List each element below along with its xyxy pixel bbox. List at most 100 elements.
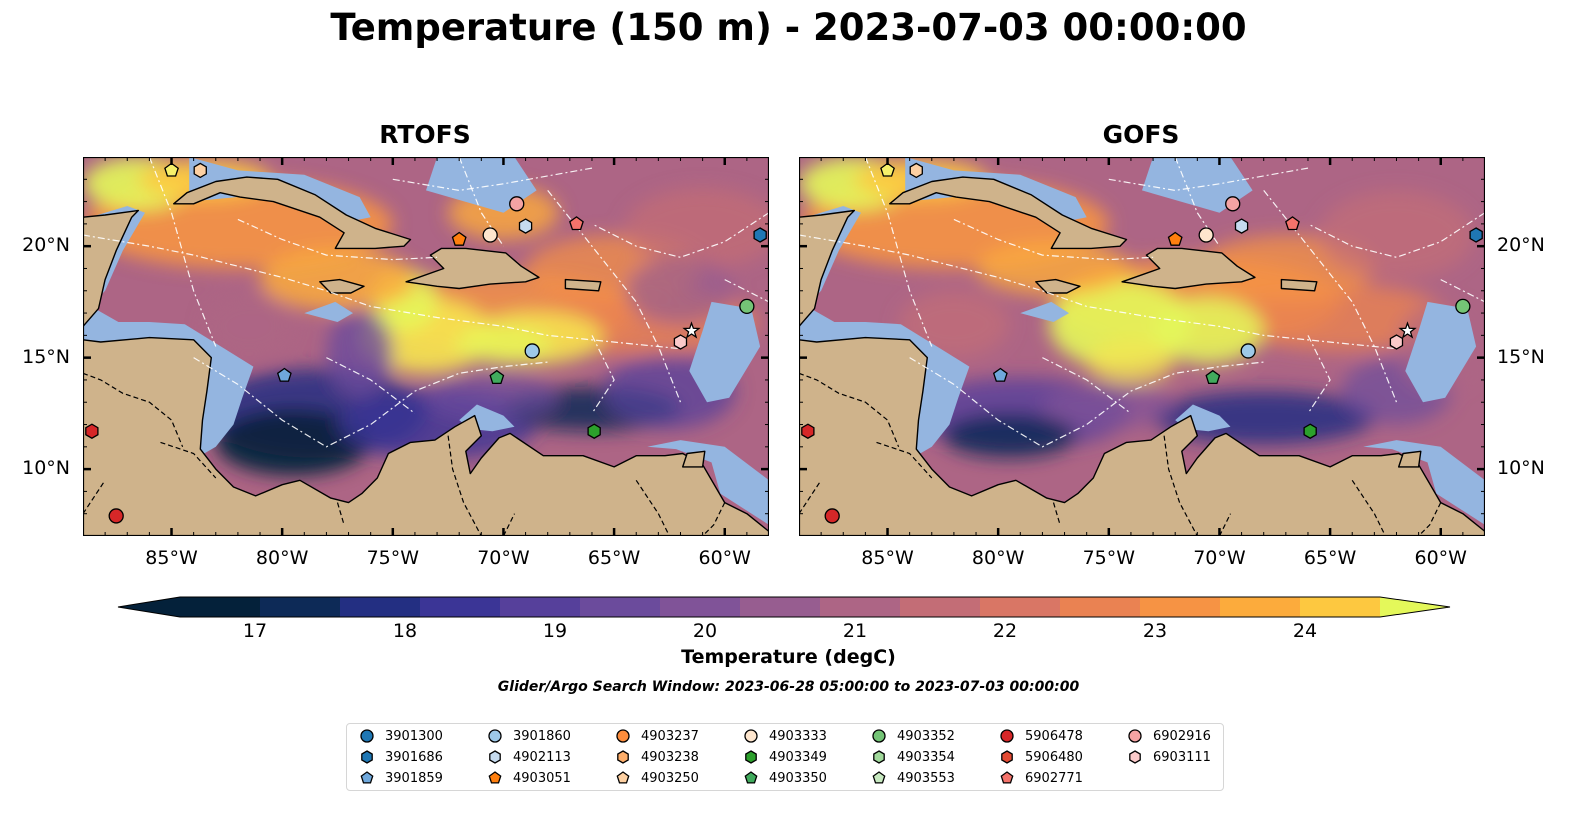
pentagon-marker-icon bbox=[744, 771, 758, 784]
rtofs-float-marker bbox=[587, 423, 601, 439]
gofs-lat-tick-label: 10°N bbox=[1497, 457, 1545, 480]
gofs-float-marker bbox=[824, 508, 840, 524]
gofs-lat-tick-label: 20°N bbox=[1497, 234, 1545, 257]
pentagon-marker-icon bbox=[360, 771, 374, 784]
legend-label: 6903111 bbox=[1153, 749, 1211, 765]
legend-entry: 4903250 bbox=[615, 768, 699, 788]
gofs-float-marker bbox=[1240, 343, 1256, 359]
gofs-country-border bbox=[1351, 479, 1386, 536]
colorbar-bin bbox=[1300, 597, 1381, 617]
hexagon-marker-icon bbox=[1129, 750, 1141, 764]
colorbar-bin bbox=[740, 597, 821, 617]
colorbar-bin bbox=[580, 597, 661, 617]
gofs-land bbox=[1280, 278, 1318, 292]
gofs-shelf bbox=[1142, 157, 1253, 213]
gofs-shelf bbox=[1020, 301, 1069, 322]
rtofs-eez-boundary bbox=[591, 212, 769, 258]
rtofs-float-marker bbox=[518, 218, 533, 234]
colorbar-tick-label: 20 bbox=[692, 620, 718, 642]
rtofs-float-marker bbox=[673, 334, 688, 350]
colorbar-bin bbox=[1220, 597, 1301, 617]
colorbar-bin bbox=[180, 597, 261, 617]
legend-entry: 3901300 bbox=[359, 726, 443, 746]
gofs-lat-tick-label: 15°N bbox=[1497, 345, 1545, 368]
rtofs-float-marker bbox=[753, 227, 767, 243]
legend-entry: 4903333 bbox=[743, 726, 827, 746]
legend-label: 4903237 bbox=[641, 728, 699, 744]
rtofs-temperature-anomaly bbox=[204, 292, 294, 360]
rtofs-eez-boundary bbox=[193, 357, 548, 448]
circle-marker-icon bbox=[1128, 729, 1142, 743]
rtofs-land bbox=[564, 278, 602, 292]
legend-marker bbox=[1129, 750, 1141, 764]
gofs-float-marker bbox=[1455, 298, 1471, 315]
rtofs-float-marker bbox=[108, 508, 124, 524]
circle-marker-icon bbox=[872, 729, 886, 743]
gofs-frame-ticks bbox=[799, 157, 1485, 536]
legend-entry: 4902113 bbox=[487, 747, 571, 767]
rtofs-map bbox=[83, 157, 769, 536]
gofs-temperature-anomaly bbox=[1042, 384, 1176, 429]
rtofs-float-marker bbox=[276, 367, 292, 382]
colorbar-bin bbox=[340, 597, 421, 617]
rtofs-frame bbox=[83, 157, 769, 536]
gofs-country-border bbox=[799, 372, 900, 448]
legend-label: 4903051 bbox=[513, 770, 571, 786]
colorbar-bin bbox=[980, 597, 1061, 617]
legend-marker bbox=[489, 750, 501, 764]
rtofs-float-marker bbox=[85, 423, 99, 439]
rtofs-land bbox=[83, 157, 139, 328]
hexagon-marker-icon bbox=[489, 750, 501, 764]
legend-marker bbox=[488, 771, 502, 784]
gofs-eez-boundary bbox=[1108, 167, 1309, 192]
gofs-eez-boundary bbox=[1042, 357, 1132, 414]
colorbar-tick-label: 17 bbox=[242, 620, 268, 642]
pentagon-marker-icon bbox=[616, 771, 630, 784]
gofs-temperature-anomaly bbox=[1153, 391, 1375, 445]
legend-label: 4903354 bbox=[897, 749, 955, 765]
gofs-float-marker bbox=[880, 162, 895, 177]
gofs-country-border bbox=[876, 441, 933, 479]
rtofs-country-border bbox=[160, 441, 217, 479]
rtofs-floats bbox=[85, 162, 767, 524]
rtofs-lon-tick-label: 75°W bbox=[366, 547, 420, 569]
legend-label: 4903250 bbox=[641, 770, 699, 786]
gofs-country-border bbox=[1163, 435, 1198, 536]
legend-marker bbox=[361, 750, 373, 764]
colorbar-bin bbox=[260, 597, 341, 617]
gofs-land bbox=[1398, 450, 1422, 468]
circle-marker-icon bbox=[616, 729, 630, 743]
legend-marker bbox=[872, 729, 886, 743]
rtofs-temperature-field bbox=[83, 157, 769, 476]
gofs-shelf bbox=[1363, 440, 1485, 525]
legend-label: 3901300 bbox=[385, 728, 443, 744]
gofs-float-marker bbox=[1234, 218, 1249, 234]
gofs-land bbox=[889, 176, 1128, 250]
legend-marker bbox=[616, 729, 630, 743]
gofs-lon-tick-label: 65°W bbox=[1303, 547, 1357, 569]
pentagon-marker-icon bbox=[488, 771, 502, 784]
gofs-land bbox=[1121, 247, 1256, 290]
legend-entry: 3901860 bbox=[487, 726, 571, 746]
legend-marker bbox=[360, 771, 374, 784]
legend-label: 4903349 bbox=[769, 749, 827, 765]
rtofs-temperature-anomaly bbox=[454, 324, 553, 365]
legend-marker bbox=[1000, 771, 1014, 784]
colorbar-bin bbox=[420, 597, 501, 617]
figure-title: Temperature (150 m) - 2023-07-03 00:00:0… bbox=[330, 6, 1247, 49]
rtofs-temperature-anomaly bbox=[215, 408, 371, 476]
rtofs-lon-tick-label: 60°W bbox=[698, 547, 751, 569]
legend-label: 3901860 bbox=[513, 728, 571, 744]
gofs-lon-tick-label: 70°W bbox=[1193, 547, 1246, 569]
rtofs-shelf bbox=[647, 440, 769, 525]
gofs-temperature-anomaly bbox=[1153, 297, 1264, 365]
gofs-float-marker bbox=[1469, 227, 1483, 243]
rtofs-land bbox=[405, 247, 540, 290]
gofs-country-border bbox=[799, 479, 822, 515]
pentagon-marker-icon bbox=[872, 771, 886, 784]
gofs-country-border bbox=[1052, 502, 1061, 526]
colorbar-label: Temperature (degC) bbox=[681, 646, 896, 668]
legend-entry: 6902771 bbox=[999, 768, 1083, 788]
legend-label: 4903352 bbox=[897, 728, 955, 744]
rtofs-land bbox=[319, 278, 365, 294]
